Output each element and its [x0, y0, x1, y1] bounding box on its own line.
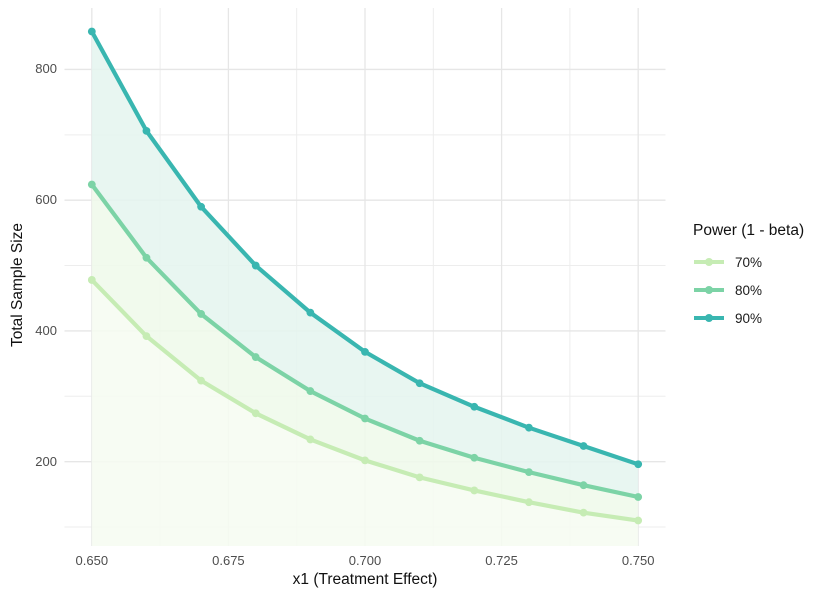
data-point [470, 486, 479, 495]
data-point [251, 261, 260, 270]
legend-key-icon [694, 314, 724, 322]
legend-key-icon [694, 258, 724, 266]
legend-key-icon [694, 286, 724, 294]
legend-key-point [705, 286, 713, 294]
data-point [579, 508, 588, 517]
legend: Power (1 - beta) 70% 80% 90% [693, 222, 804, 332]
legend-item-90%: 90% [693, 304, 804, 332]
data-point [251, 353, 260, 361]
data-point [415, 473, 424, 482]
series-70% [87, 276, 643, 525]
data-point [634, 460, 643, 469]
data-point [197, 310, 205, 318]
data-point [197, 202, 205, 211]
data-point [87, 180, 96, 189]
legend-title: Power (1 - beta) [693, 222, 805, 239]
x-axis-title: x1 (Treatment Effect) [292, 571, 438, 588]
legend-item-70%: 70% [693, 248, 804, 276]
legend-item-label: 90% [735, 310, 763, 326]
series-90% [87, 27, 643, 469]
data-point [525, 468, 533, 477]
legend-key-point [705, 314, 713, 322]
series-80% [87, 180, 643, 501]
legend-key-point [705, 258, 713, 266]
data-point [251, 409, 260, 418]
data-point [306, 435, 315, 444]
legend-item-label: 80% [735, 282, 763, 298]
data-point [361, 456, 369, 465]
data-point [470, 453, 479, 462]
legend-item-label: 70% [735, 254, 763, 270]
data-point [142, 126, 151, 135]
data-point [87, 27, 96, 36]
data-point [361, 347, 369, 356]
data-point [634, 516, 643, 525]
data-point [142, 332, 151, 341]
data-point [634, 493, 643, 501]
area-fill-90% [91, 31, 639, 497]
data-point [142, 253, 151, 262]
data-point [579, 481, 588, 490]
legend-item-80%: 80% [693, 276, 804, 304]
data-point [470, 402, 479, 411]
data-point [361, 414, 369, 423]
y-axis-title: Total Sample Size [9, 222, 26, 348]
data-point [415, 436, 424, 445]
data-point [306, 308, 315, 317]
area-fill-70% [91, 279, 639, 546]
data-point [579, 442, 588, 450]
legend-items: 70% 80% 90% [693, 248, 804, 332]
data-point [415, 379, 424, 388]
data-point [197, 376, 205, 385]
data-point [525, 423, 533, 432]
data-point [87, 276, 96, 284]
data-point [306, 387, 315, 395]
data-point [525, 498, 533, 507]
